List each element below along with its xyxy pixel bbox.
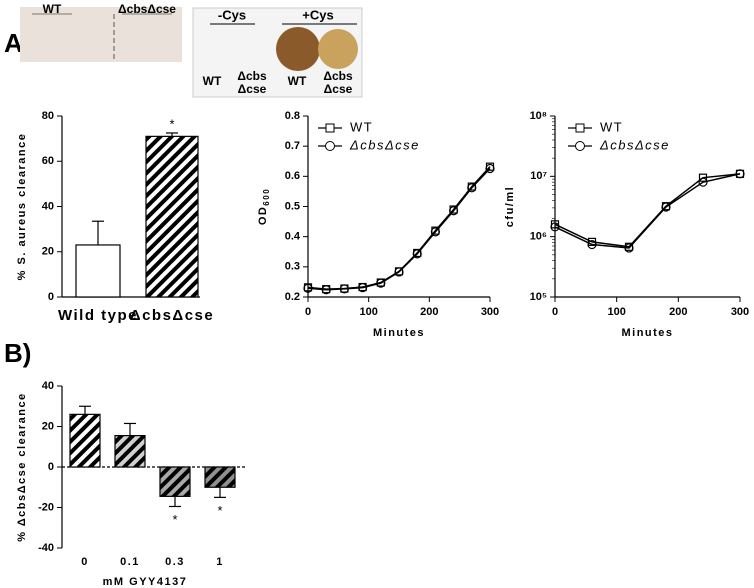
photo-label: WT bbox=[203, 74, 222, 88]
x-tick-label: 200 bbox=[669, 306, 687, 318]
legend-marker bbox=[575, 141, 585, 151]
photo-label: Δcbs bbox=[323, 69, 353, 83]
photo-label: -Cys bbox=[218, 7, 246, 22]
legend-marker bbox=[325, 123, 335, 133]
y-tick-label: 60 bbox=[42, 155, 54, 167]
photo bbox=[20, 7, 182, 62]
series-line bbox=[554, 173, 741, 248]
annotation: * bbox=[172, 512, 177, 527]
x-axis-label: mM GYY4137 bbox=[103, 576, 188, 588]
y-tick-label: 0 bbox=[48, 291, 54, 303]
x-tick-label: 200 bbox=[420, 306, 438, 318]
photo-label: Δcse bbox=[324, 82, 353, 96]
x-tick-label: Wild type bbox=[58, 307, 138, 324]
annotation: * bbox=[169, 116, 174, 131]
legend-marker bbox=[325, 141, 335, 151]
marker bbox=[449, 206, 459, 216]
x-axis-label: Minutes bbox=[373, 327, 425, 339]
x-tick-label: 0 bbox=[552, 306, 558, 318]
marker bbox=[698, 173, 708, 182]
y-tick-label: 0 bbox=[48, 461, 54, 473]
y-tick-label: 10⁵ bbox=[530, 291, 547, 303]
series-line bbox=[307, 167, 491, 291]
y-tick-label: 10⁷ bbox=[530, 170, 547, 182]
x-tick-label: 1 bbox=[216, 556, 224, 568]
x-tick-label: 300 bbox=[481, 306, 499, 318]
bar bbox=[75, 244, 121, 298]
y-axis-label-sub: 600 bbox=[262, 188, 271, 206]
marker bbox=[394, 267, 404, 277]
legend-label: WT bbox=[600, 119, 623, 134]
x-tick-label: 0.1 bbox=[120, 556, 140, 568]
x-tick-label: 100 bbox=[607, 306, 625, 318]
y-tick-label: 40 bbox=[42, 380, 54, 392]
marker bbox=[485, 163, 495, 174]
y-tick-label: 0.4 bbox=[285, 231, 301, 243]
y-axis-label: % S. aureus clearance bbox=[16, 133, 28, 281]
photo-label: +Cys bbox=[302, 7, 333, 22]
marker bbox=[587, 239, 597, 250]
bar bbox=[159, 466, 191, 497]
y-tick-label: 20 bbox=[42, 246, 54, 258]
y-tick-label: 0.3 bbox=[285, 261, 300, 273]
x-tick-label: 100 bbox=[359, 306, 377, 318]
y-tick-label: -20 bbox=[38, 501, 54, 513]
y-tick-label: 40 bbox=[42, 200, 54, 212]
y-tick-label: 0.5 bbox=[285, 200, 300, 212]
bar bbox=[145, 135, 199, 298]
series-line bbox=[554, 173, 741, 249]
marker bbox=[358, 283, 368, 293]
photo-label: Δcse bbox=[238, 82, 267, 96]
y-tick-label: 0.6 bbox=[285, 170, 300, 182]
marker bbox=[661, 202, 671, 212]
marker bbox=[467, 183, 477, 193]
legend-label: ΔcbsΔcse bbox=[349, 137, 420, 152]
marker bbox=[430, 227, 440, 237]
marker bbox=[412, 249, 422, 259]
marker bbox=[303, 283, 313, 293]
y-axis-label: OD600 bbox=[257, 188, 271, 225]
panel-label: B) bbox=[4, 338, 31, 368]
marker bbox=[550, 222, 560, 232]
marker bbox=[698, 177, 708, 187]
y-tick-label: 0.8 bbox=[285, 110, 300, 122]
y-tick-label: 10⁸ bbox=[530, 110, 547, 122]
y-tick-label: 20 bbox=[42, 420, 54, 432]
marker bbox=[339, 284, 349, 294]
bar bbox=[114, 435, 146, 468]
y-tick-label: -40 bbox=[38, 542, 54, 554]
colony bbox=[318, 29, 358, 69]
marker bbox=[624, 243, 634, 253]
series-line bbox=[307, 166, 491, 290]
legend-label: WT bbox=[350, 119, 373, 134]
marker bbox=[321, 285, 331, 295]
photo-label: ΔcbsΔcse bbox=[118, 2, 176, 16]
y-axis-label: cfu/ml bbox=[504, 186, 516, 227]
y-tick-label: 0.7 bbox=[285, 140, 300, 152]
bar bbox=[69, 413, 101, 468]
marker bbox=[735, 169, 745, 179]
x-tick-label: 0.3 bbox=[165, 556, 185, 568]
x-tick-label: 300 bbox=[731, 306, 749, 318]
x-tick-label: 0 bbox=[81, 556, 89, 568]
legend-marker bbox=[575, 123, 585, 133]
y-axis-label-main: OD bbox=[257, 206, 269, 226]
x-tick-label: ΔcbsΔcse bbox=[130, 307, 214, 324]
y-axis-label: % ΔcbsΔcse clearance bbox=[16, 392, 28, 541]
marker bbox=[376, 278, 386, 288]
x-axis-label: Minutes bbox=[621, 327, 673, 339]
y-tick-label: 80 bbox=[42, 110, 54, 122]
photo-label: WT bbox=[288, 74, 307, 88]
photo-label: Δcbs bbox=[237, 69, 267, 83]
photo-label: WT bbox=[43, 2, 62, 16]
bar bbox=[204, 466, 236, 488]
x-tick-label: 0 bbox=[305, 306, 311, 318]
y-tick-label: 0.2 bbox=[285, 291, 300, 303]
colony bbox=[276, 27, 320, 71]
legend-label: ΔcbsΔcse bbox=[599, 137, 670, 152]
y-tick-label: 10⁶ bbox=[530, 231, 547, 243]
annotation: * bbox=[217, 503, 222, 518]
